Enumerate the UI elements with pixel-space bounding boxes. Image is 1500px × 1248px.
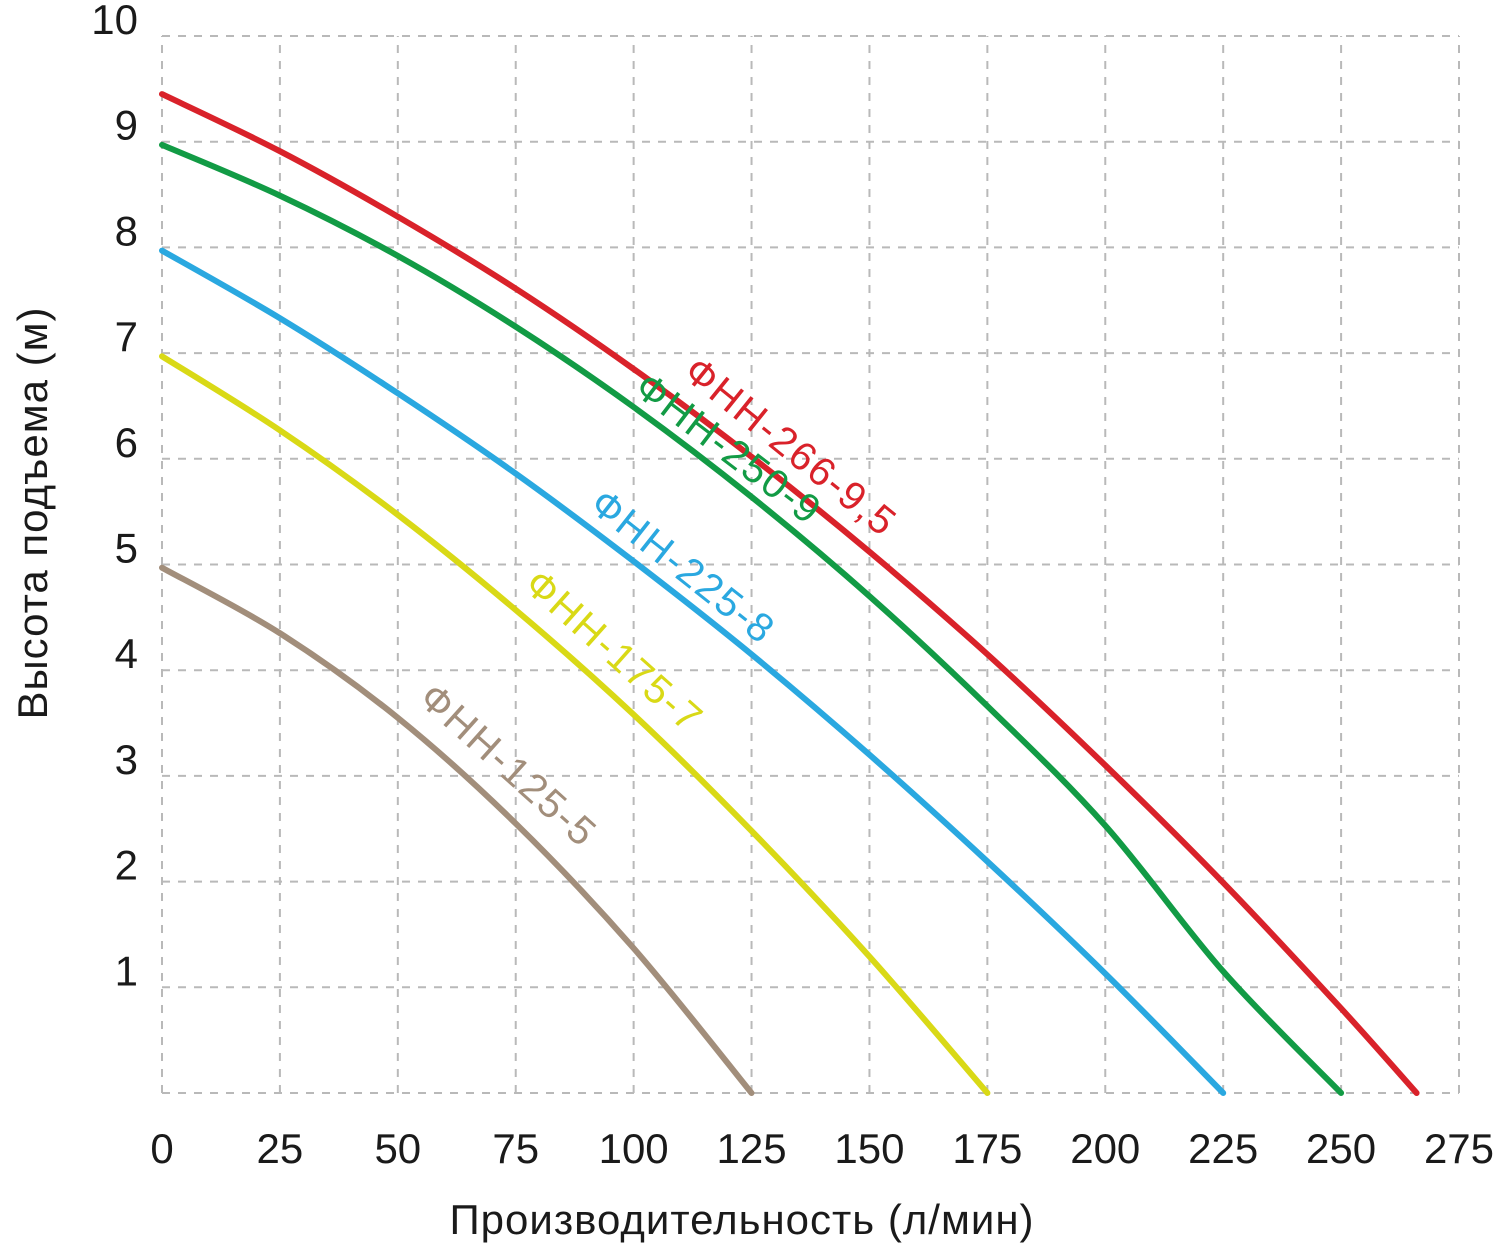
x-tick-label: 125 [717, 1125, 787, 1172]
y-tick-label: 4 [115, 630, 138, 677]
series-curve-2 [159, 141, 1345, 1096]
x-tick-label: 200 [1070, 1125, 1140, 1172]
x-tick-label: 0 [150, 1125, 173, 1172]
series-curve-3 [159, 247, 1227, 1096]
y-tick-label: 10 [91, 0, 138, 43]
y-tick-label: 9 [115, 102, 138, 149]
series-curve-5 [159, 564, 755, 1096]
y-tick-label: 6 [115, 419, 138, 466]
x-axis-title: Производительность (л/мин) [449, 1196, 1035, 1243]
series-label-5: ФНН-125-5 [411, 675, 605, 856]
series-curve-1 [159, 91, 1420, 1096]
y-tick-label: 7 [115, 313, 138, 360]
x-tick-label: 25 [257, 1125, 304, 1172]
x-tick-label: 250 [1306, 1125, 1376, 1172]
x-tick-label: 225 [1188, 1125, 1258, 1172]
y-tick-label: 3 [115, 736, 138, 783]
x-tick-label: 150 [834, 1125, 904, 1172]
x-tick-label: 75 [492, 1125, 539, 1172]
y-axis-title: Высота подъема (м) [9, 306, 56, 720]
series-curve-4 [159, 353, 991, 1096]
x-tick-label: 100 [599, 1125, 669, 1172]
x-tick-label: 50 [374, 1125, 421, 1172]
x-tick-label: 175 [952, 1125, 1022, 1172]
x-tick-label: 275 [1424, 1125, 1494, 1172]
y-tick-label: 2 [115, 842, 138, 889]
y-tick-label: 5 [115, 525, 138, 572]
y-tick-label: 1 [115, 947, 138, 994]
y-tick-label: 8 [115, 207, 138, 254]
